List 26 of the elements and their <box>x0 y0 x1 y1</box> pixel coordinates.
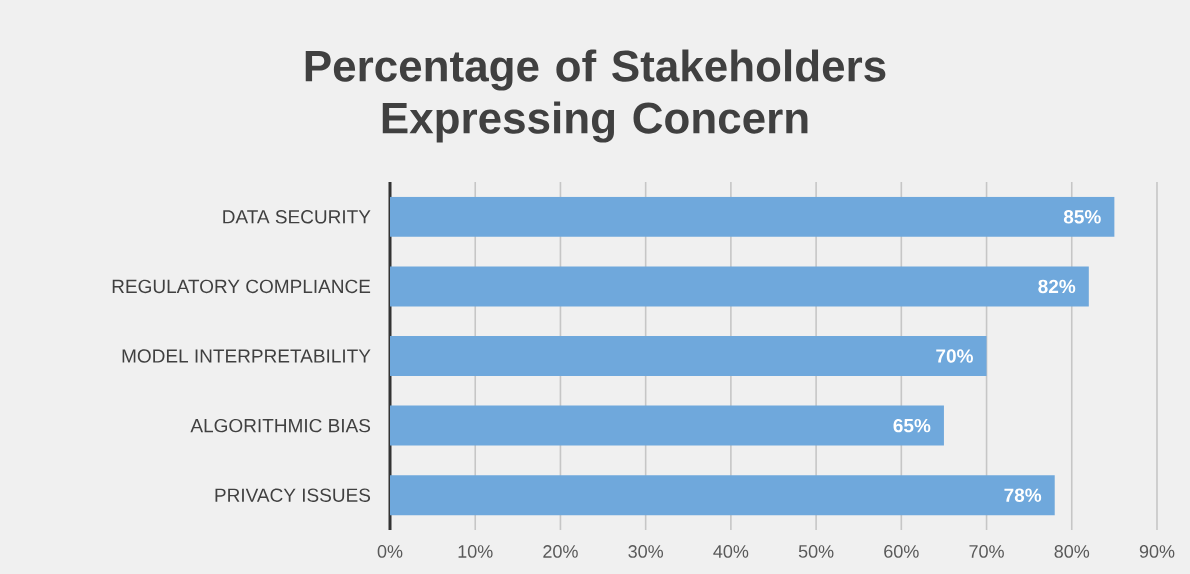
bar <box>390 266 1089 307</box>
bar <box>390 336 987 377</box>
data-label: 65% <box>893 418 931 433</box>
y-tick-label: DATA SECURITY <box>223 210 371 224</box>
x-tick-label: 50% <box>798 545 834 558</box>
x-tick-label: 80% <box>1054 545 1090 558</box>
x-tick-label: 70% <box>969 545 1004 558</box>
y-tick-label: REGULATORY COMPLIANCE <box>112 279 371 294</box>
data-label: 82% <box>1038 279 1076 294</box>
y-tick-label: PRIVACY ISSUES <box>215 488 371 502</box>
x-tick-label: 10% <box>458 545 493 558</box>
bar <box>390 475 1055 516</box>
data-label: 85% <box>1063 210 1101 224</box>
y-tick-label: ALGORITHMIC BIAS <box>190 418 371 433</box>
data-label: 78% <box>1004 488 1042 502</box>
x-tick-label: 20% <box>543 545 578 558</box>
chart-title: Percentage of Stakeholders Expressing Concern <box>305 49 886 143</box>
x-tick-label: 90% <box>1139 545 1175 558</box>
bar <box>390 196 1115 237</box>
bar <box>390 405 944 446</box>
data-label: 70% <box>936 349 973 363</box>
x-tick-label: 30% <box>628 545 664 558</box>
x-tick-label: 60% <box>884 545 919 558</box>
x-tick-label: 40% <box>713 545 749 558</box>
y-tick-label: MODEL INTERPRETABILITY <box>122 349 371 363</box>
x-tick-label: 0% <box>377 545 403 558</box>
